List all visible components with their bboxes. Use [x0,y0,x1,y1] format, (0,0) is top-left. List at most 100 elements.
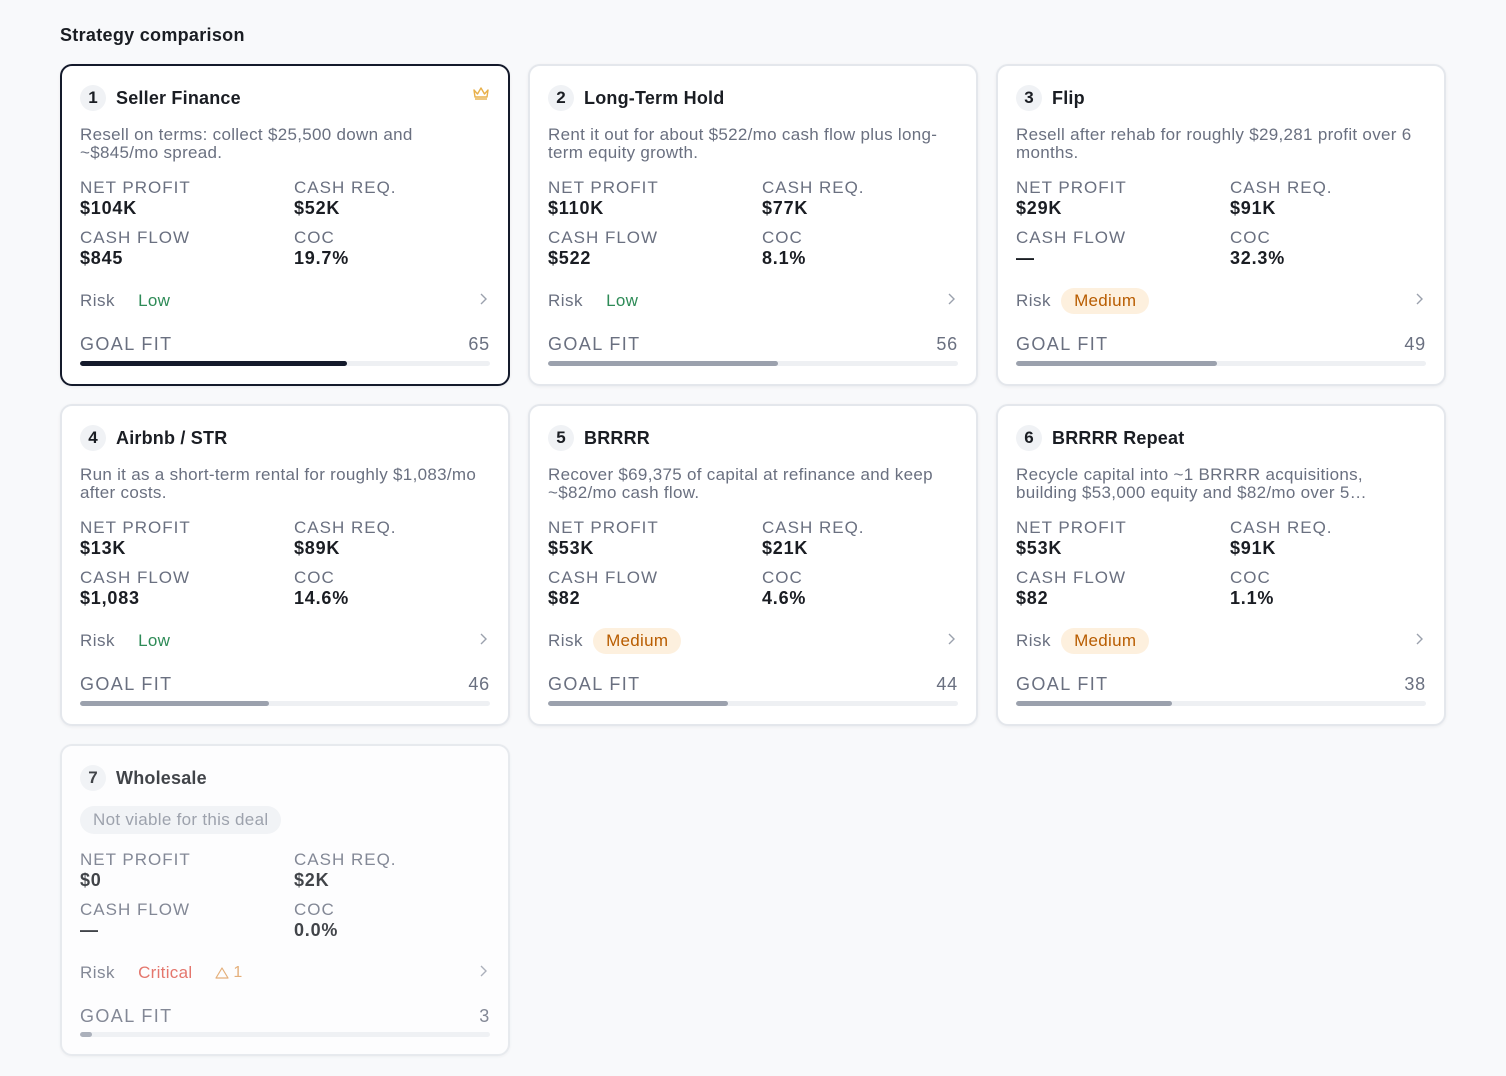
metrics-grid: NET PROFIT $53K CASH REQ. $91K CASH FLOW $8… [1016,518,1430,609]
coc-value: 8.1% [762,248,807,268]
cash-flow-value: $1,083 [80,588,140,608]
risk-badge: Medium [1061,288,1150,314]
risk-row: Risk Critical 1 [80,958,488,988]
chevron-right-icon[interactable] [478,964,488,978]
goal-fit-score: 44 [936,674,958,694]
goal-fit-row: GOAL FIT 44 [548,674,958,695]
warning-icon [215,967,230,979]
strategy-name: BRRRR [584,427,650,448]
coc-value: 4.6% [762,588,807,608]
risk-label: Risk [548,291,584,310]
risk-row: Risk Medium [1016,286,1424,316]
metrics-grid: NET PROFIT $29K CASH REQ. $91K CASH FLOW — … [1016,178,1430,269]
strategy-name: Airbnb / STR [116,427,228,448]
rank-badge: 5 [548,425,574,451]
cash-req-label: CASH REQ. [762,518,865,537]
cash-flow-label: CASH FLOW [80,568,191,587]
goal-fit-row: GOAL FIT 46 [80,674,490,695]
cash-flow-value: $522 [548,248,592,268]
cash-req-value: $21K [762,538,809,558]
rank-badge: 4 [80,425,106,451]
risk-badge: Medium [593,628,682,654]
section-title: Strategy comparison [60,25,245,45]
strategy-card-brrrr-repeat[interactable]: 6 BRRRR Repeat Recycle capital into ~1 B… [996,404,1446,726]
net-profit-label: NET PROFIT [1016,518,1127,537]
risk-row: Risk Low [548,286,956,316]
goal-fit-row: GOAL FIT 56 [548,334,958,355]
goal-fit-row: GOAL FIT 3 [80,1006,490,1027]
cash-req-value: $91K [1230,198,1277,218]
goal-fit-bar [80,1032,490,1037]
strategy-description: Run it as a short-term rental for roughl… [80,466,477,502]
card-header: 1 Seller Finance [80,85,241,111]
warning-count-value: 1 [233,964,243,981]
goal-fit-bar-fill [80,361,347,366]
risk-badge: Low [138,291,171,310]
cash-flow-label: CASH FLOW [80,228,191,247]
coc-value: 32.3% [1230,248,1286,268]
chevron-right-icon[interactable] [478,292,488,306]
strategy-card-brrrr[interactable]: 5 BRRRR Recover $69,375 of capital at re… [528,404,978,726]
cash-flow-label: CASH FLOW [80,900,191,919]
net-profit-label: NET PROFIT [80,178,191,197]
goal-fit-label: GOAL FIT [1016,334,1109,354]
risk-label: Risk [548,631,584,650]
strategy-card-wholesale[interactable]: 7 Wholesale Not viable for this deal NET… [60,744,510,1056]
cash-flow-label: CASH FLOW [548,568,659,587]
card-header: 4 Airbnb / STR [80,425,227,451]
goal-fit-bar [1016,701,1426,706]
net-profit-label: NET PROFIT [548,178,659,197]
goal-fit-score: 38 [1404,674,1426,694]
chevron-right-icon[interactable] [1414,632,1424,646]
goal-fit-bar [80,361,490,366]
risk-badge: Medium [1061,628,1150,654]
cash-flow-value: $82 [1016,588,1049,608]
cash-flow-value: $845 [80,248,124,268]
net-profit-value: $53K [548,538,595,558]
strategy-card-flip[interactable]: 3 Flip Resell after rehab for roughly $2… [996,64,1446,386]
strategy-name: Long-Term Hold [584,87,725,108]
cash-req-label: CASH REQ. [294,850,397,869]
coc-label: COC [294,228,335,247]
strategy-name: BRRRR Repeat [1052,427,1185,448]
coc-label: COC [762,228,803,247]
goal-fit-bar [548,361,958,366]
strategy-card-airbnb-str[interactable]: 4 Airbnb / STR Run it as a short-term re… [60,404,510,726]
goal-fit-label: GOAL FIT [80,674,173,694]
strategy-description: Resell on terms: collect $25,500 down an… [80,126,413,162]
goal-fit-bar-fill [80,701,269,706]
cash-flow-label: CASH FLOW [548,228,659,247]
strategy-description: Recycle capital into ~1 BRRRR acquisitio… [1016,466,1367,502]
risk-badge: Low [606,291,639,310]
warning-count: 1 [215,964,242,982]
cash-req-value: $91K [1230,538,1277,558]
metrics-grid: NET PROFIT $104K CASH REQ. $52K CASH FLOW $… [80,178,494,269]
goal-fit-score: 46 [468,674,490,694]
chevron-right-icon[interactable] [1414,292,1424,306]
chevron-right-icon[interactable] [478,632,488,646]
card-header: 6 BRRRR Repeat [1016,425,1184,451]
cash-req-value: $89K [294,538,341,558]
strategy-card-seller-finance[interactable]: 1 Seller Finance Resell on terms: collec… [60,64,510,386]
chevron-right-icon[interactable] [946,632,956,646]
goal-fit-label: GOAL FIT [548,674,641,694]
net-profit-label: NET PROFIT [80,850,191,869]
risk-row: Risk Low [80,286,488,316]
metrics-grid: NET PROFIT $0 CASH REQ. $2K CASH FLOW — COC… [80,850,494,941]
cash-req-label: CASH REQ. [1230,178,1333,197]
strategy-card-long-term-hold[interactable]: 2 Long-Term Hold Rent it out for about $… [528,64,978,386]
strategy-name: Seller Finance [116,87,241,108]
goal-fit-bar-fill [1016,701,1172,706]
chevron-right-icon[interactable] [946,292,956,306]
goal-fit-bar [548,701,958,706]
card-header: 7 Wholesale [80,765,207,791]
strategy-name: Wholesale [116,767,207,788]
goal-fit-row: GOAL FIT 49 [1016,334,1426,355]
goal-fit-bar-fill [80,1032,93,1037]
card-header: 2 Long-Term Hold [548,85,724,111]
rank-badge: 1 [80,85,106,111]
net-profit-label: NET PROFIT [548,518,659,537]
metrics-grid: NET PROFIT $110K CASH REQ. $77K CASH FLOW $… [548,178,962,269]
risk-label: Risk [1016,291,1052,310]
strategy-description: Recover $69,375 of capital at refinance … [548,466,933,502]
